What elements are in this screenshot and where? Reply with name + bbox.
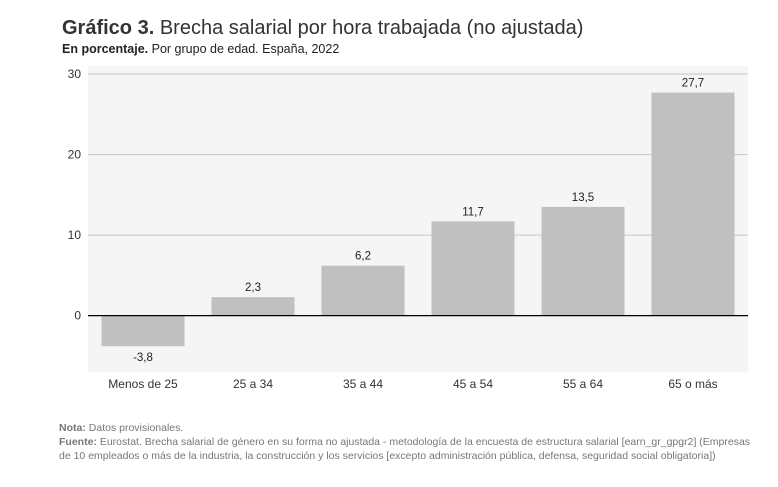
bar-value-label: 13,5 [572,192,594,204]
bar-value-label: 2,3 [245,282,261,294]
chart-footer: Nota: Datos provisionales. Fuente: Euros… [59,421,759,473]
footer-note-text: Datos provisionales. [88,422,184,434]
chart-title-bold: Gráfico 3. [62,17,155,39]
x-tick-label: 25 a 34 [233,377,273,391]
footer-source: Fuente: Eurostat. Brecha salarial de gén… [59,435,759,463]
footer-note-label: Nota: [59,422,86,434]
bar [431,221,515,316]
bar [651,92,735,316]
chart-subtitle-bold: En porcentaje. [62,42,149,56]
bar-value-label: -3,8 [133,352,153,364]
chart-title: Gráfico 3. Brecha salarial por hora trab… [62,17,583,40]
x-tick-label: 35 a 44 [343,377,383,391]
chart-title-text: Brecha salarial por hora trabajada (no a… [159,17,584,39]
bar-value-label: 27,7 [682,78,704,90]
bar [101,315,185,347]
x-tick-label: 45 a 54 [453,377,493,391]
x-tick-label: 55 a 64 [563,377,603,391]
y-tick-label: 30 [68,67,82,81]
footer-source-label: Fuente: [59,436,97,448]
bar-chart: 0 10 20 30 -3,8 Menos de 25 2,3 25 a 34 6,2 35 a … [68,66,748,391]
bar [211,297,295,316]
plot-area [88,66,748,372]
x-tick-label: 65 o más [668,377,717,391]
x-tick-label: Menos de 25 [108,377,178,391]
chart-subtitle: En porcentaje. Por grupo de edad. España… [62,42,339,56]
y-tick-label: 20 [68,148,82,162]
bar-value-label: 6,2 [355,251,371,263]
y-tick-label: 10 [68,228,82,242]
y-tick-label: 0 [74,309,81,323]
bar [321,265,405,316]
footer-source-text: Eurostat. Brecha salarial de género en s… [59,436,751,462]
chart-subtitle-text: Por grupo de edad. España, 2022 [151,42,340,56]
bar-value-label: 11,7 [462,206,484,218]
bar [541,206,625,316]
footer-note: Nota: Datos provisionales. [59,421,759,435]
